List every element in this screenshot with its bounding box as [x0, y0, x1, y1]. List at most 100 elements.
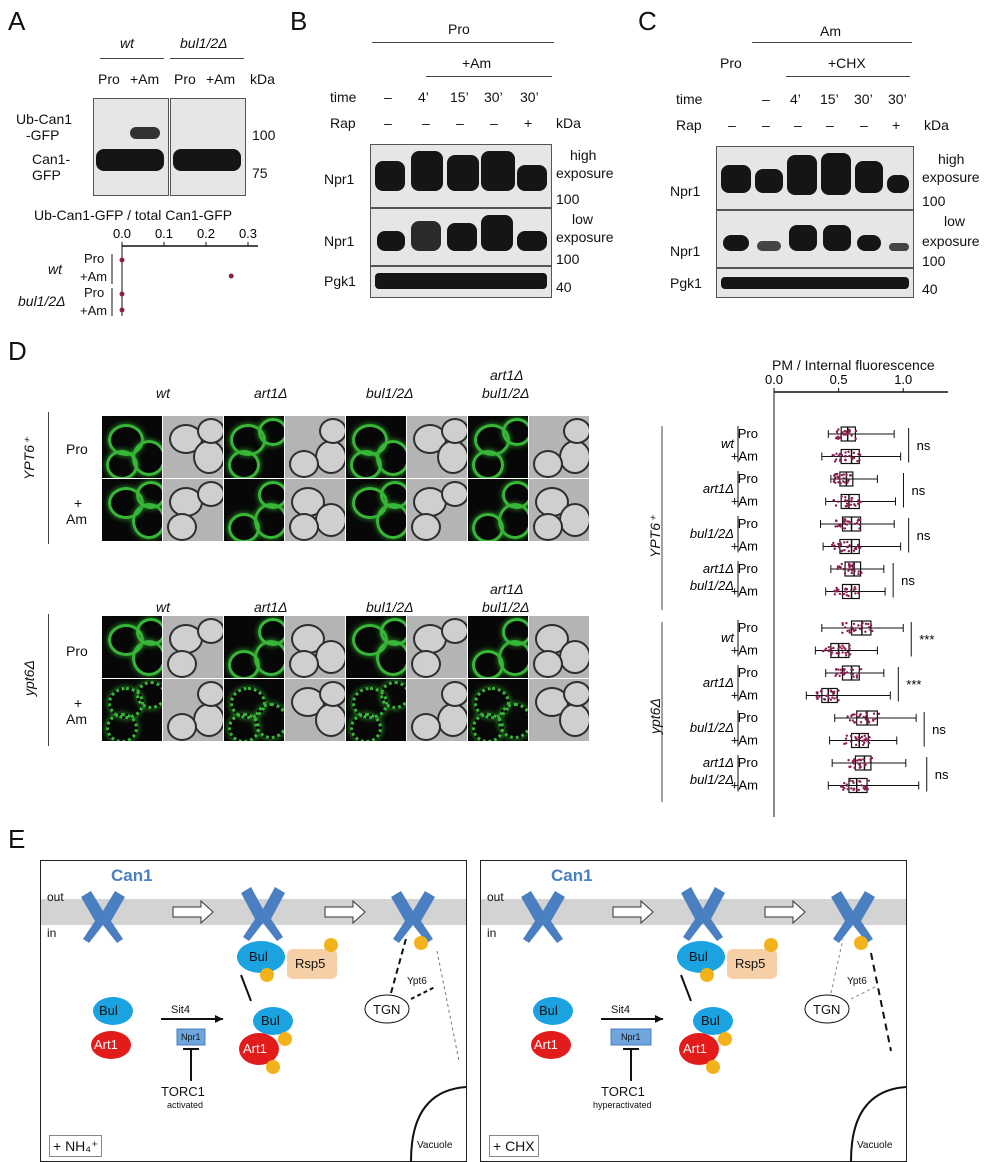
data-point	[848, 544, 851, 547]
yeast-cell	[197, 481, 223, 507]
data-point	[834, 590, 837, 593]
marker-100: 100	[252, 127, 276, 143]
can1-label: Can1-	[32, 151, 71, 167]
npr1-band	[887, 175, 909, 193]
data-point	[837, 542, 840, 546]
arrow-icon	[172, 899, 366, 925]
significance-label: ns	[917, 528, 931, 543]
cond-label: Pro	[738, 561, 758, 576]
rsp5-protein	[287, 949, 337, 979]
npr1-band	[447, 223, 477, 251]
exposure-label: low	[572, 211, 594, 227]
data-point	[853, 503, 856, 506]
tgn-label: TGN	[373, 1002, 401, 1017]
yeast-cell	[502, 618, 528, 646]
data-point	[847, 758, 850, 762]
in-label: in	[487, 926, 497, 940]
significance-label: ***	[919, 632, 934, 647]
yeast-cell	[559, 440, 589, 474]
data-point	[850, 787, 853, 790]
data-point	[861, 743, 865, 747]
row-am: +	[74, 495, 83, 511]
data-point	[841, 651, 844, 654]
fluorescence-image	[346, 479, 406, 541]
ub-can1-label: Ub-Can1	[16, 111, 73, 127]
cond-label: +Am	[731, 449, 758, 464]
npr1-label: Npr1	[181, 1032, 201, 1042]
x-tick-label: 1.0	[894, 372, 912, 387]
bul-label: Bul	[689, 949, 708, 964]
data-point	[849, 653, 852, 656]
data-point	[834, 504, 838, 507]
group-label: art1Δ	[703, 675, 734, 690]
exposure-label: low	[944, 213, 966, 229]
data-point	[839, 543, 843, 547]
group-label: wt	[721, 630, 735, 645]
data-point	[846, 481, 849, 484]
panel-letter-d: D	[8, 336, 27, 366]
data-point	[827, 646, 831, 649]
data-point	[844, 499, 847, 502]
data-point	[837, 454, 840, 457]
data-point	[839, 459, 842, 463]
cond-label: Pro	[738, 665, 758, 680]
data-point	[846, 787, 849, 791]
blot-a-wt	[93, 98, 169, 196]
data-point	[837, 500, 840, 503]
data-point	[856, 739, 860, 742]
data-point	[862, 715, 865, 719]
panel-letter-e: E	[8, 824, 26, 854]
yeast-cell	[350, 450, 382, 478]
yeast-cell	[472, 650, 504, 678]
bul-protein	[253, 1007, 293, 1035]
data-point	[845, 734, 849, 737]
data-point	[840, 550, 843, 553]
data-point	[853, 569, 856, 573]
yeast-cell	[193, 440, 223, 474]
data-point	[867, 622, 870, 626]
fluorescence-image	[102, 616, 162, 678]
data-point	[845, 545, 849, 548]
data-point	[848, 474, 852, 477]
yeast-cell	[437, 440, 467, 474]
blot-b-high	[370, 144, 552, 208]
data-point	[840, 562, 843, 566]
yeast-cell	[472, 450, 504, 478]
data-point	[874, 717, 877, 720]
time-value: 4’	[418, 89, 429, 105]
data-point	[834, 674, 837, 678]
yeast-cell	[559, 703, 589, 737]
npr1-label: Npr1	[621, 1032, 641, 1042]
data-point	[837, 652, 840, 655]
exposure-label: exposure	[922, 233, 980, 249]
data-point	[843, 548, 846, 552]
data-point	[859, 712, 862, 716]
data-point	[845, 784, 849, 787]
row-am: Am	[66, 511, 87, 527]
data-point	[854, 721, 858, 724]
yeast-cell	[502, 481, 528, 509]
fluorescence-image	[346, 679, 406, 741]
significance-label: ns	[935, 767, 949, 782]
data-point	[815, 695, 818, 699]
bul-protein	[677, 941, 725, 973]
data-point	[837, 546, 841, 549]
data-point	[861, 621, 864, 625]
data-point	[828, 649, 831, 652]
ypt6-label: Ypt6	[407, 976, 427, 987]
strain-header: art1Δ	[490, 581, 524, 597]
data-point	[850, 714, 853, 718]
yeast-cell	[472, 713, 504, 741]
exposure-label: exposure	[556, 165, 614, 181]
data-point	[847, 505, 850, 508]
cond-label: +Am	[731, 778, 758, 793]
data-point	[841, 631, 844, 634]
lane-label: +Am	[130, 71, 160, 87]
ub-icon	[260, 968, 274, 982]
strain-header: bul1/2Δ	[482, 385, 530, 401]
out-label: out	[487, 890, 504, 904]
data-point	[829, 653, 833, 656]
npr1-band	[723, 235, 749, 251]
data-point	[848, 644, 851, 647]
